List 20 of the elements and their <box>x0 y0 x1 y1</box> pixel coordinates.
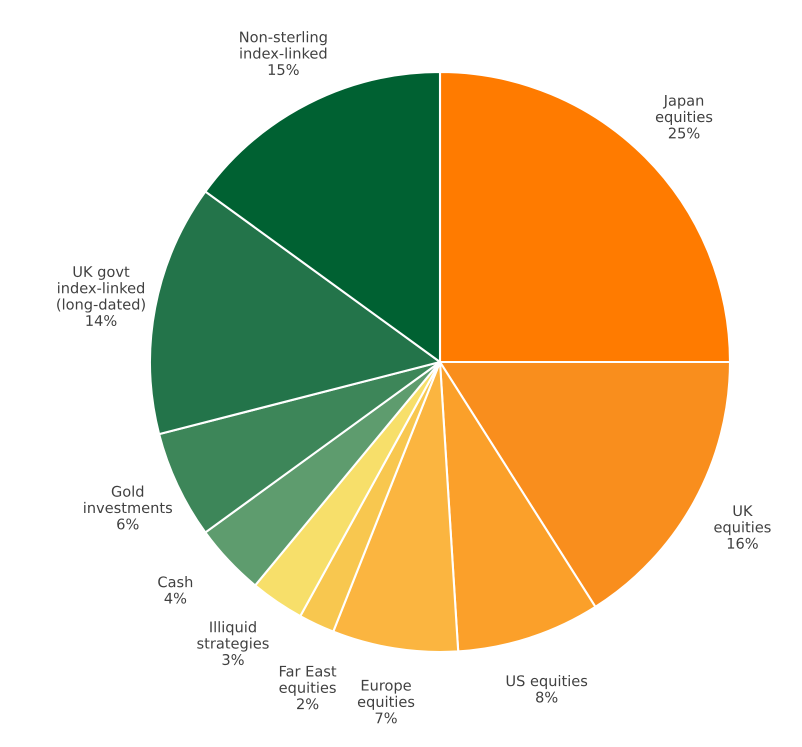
slice-label: Far East equities <box>279 666 336 696</box>
data-label: 14% <box>86 315 116 326</box>
data-label: 2% <box>297 698 318 710</box>
data-label: 16% <box>728 538 758 549</box>
slice-label: UK govt index-linked (long-dated) <box>57 266 145 313</box>
slice-label: Non-sterling index-linked <box>240 31 327 59</box>
slice-label: Illiquid strategies <box>197 621 269 652</box>
slice-label: Gold investments <box>84 486 172 514</box>
data-label: 4% <box>164 592 186 604</box>
slice-label: Europe equities <box>358 680 414 710</box>
data-label: 25% <box>668 128 700 139</box>
data-label: 7% <box>376 712 397 724</box>
data-label: 8% <box>536 692 558 703</box>
slice-label: UK equities <box>714 505 771 536</box>
data-label: 3% <box>222 654 244 666</box>
data-label: 15% <box>268 64 299 76</box>
slice-label: US equities <box>506 674 588 690</box>
slice-label: Japan equities <box>656 95 712 126</box>
data-label: 6% <box>117 518 139 530</box>
slice-label: Cash <box>158 576 192 588</box>
